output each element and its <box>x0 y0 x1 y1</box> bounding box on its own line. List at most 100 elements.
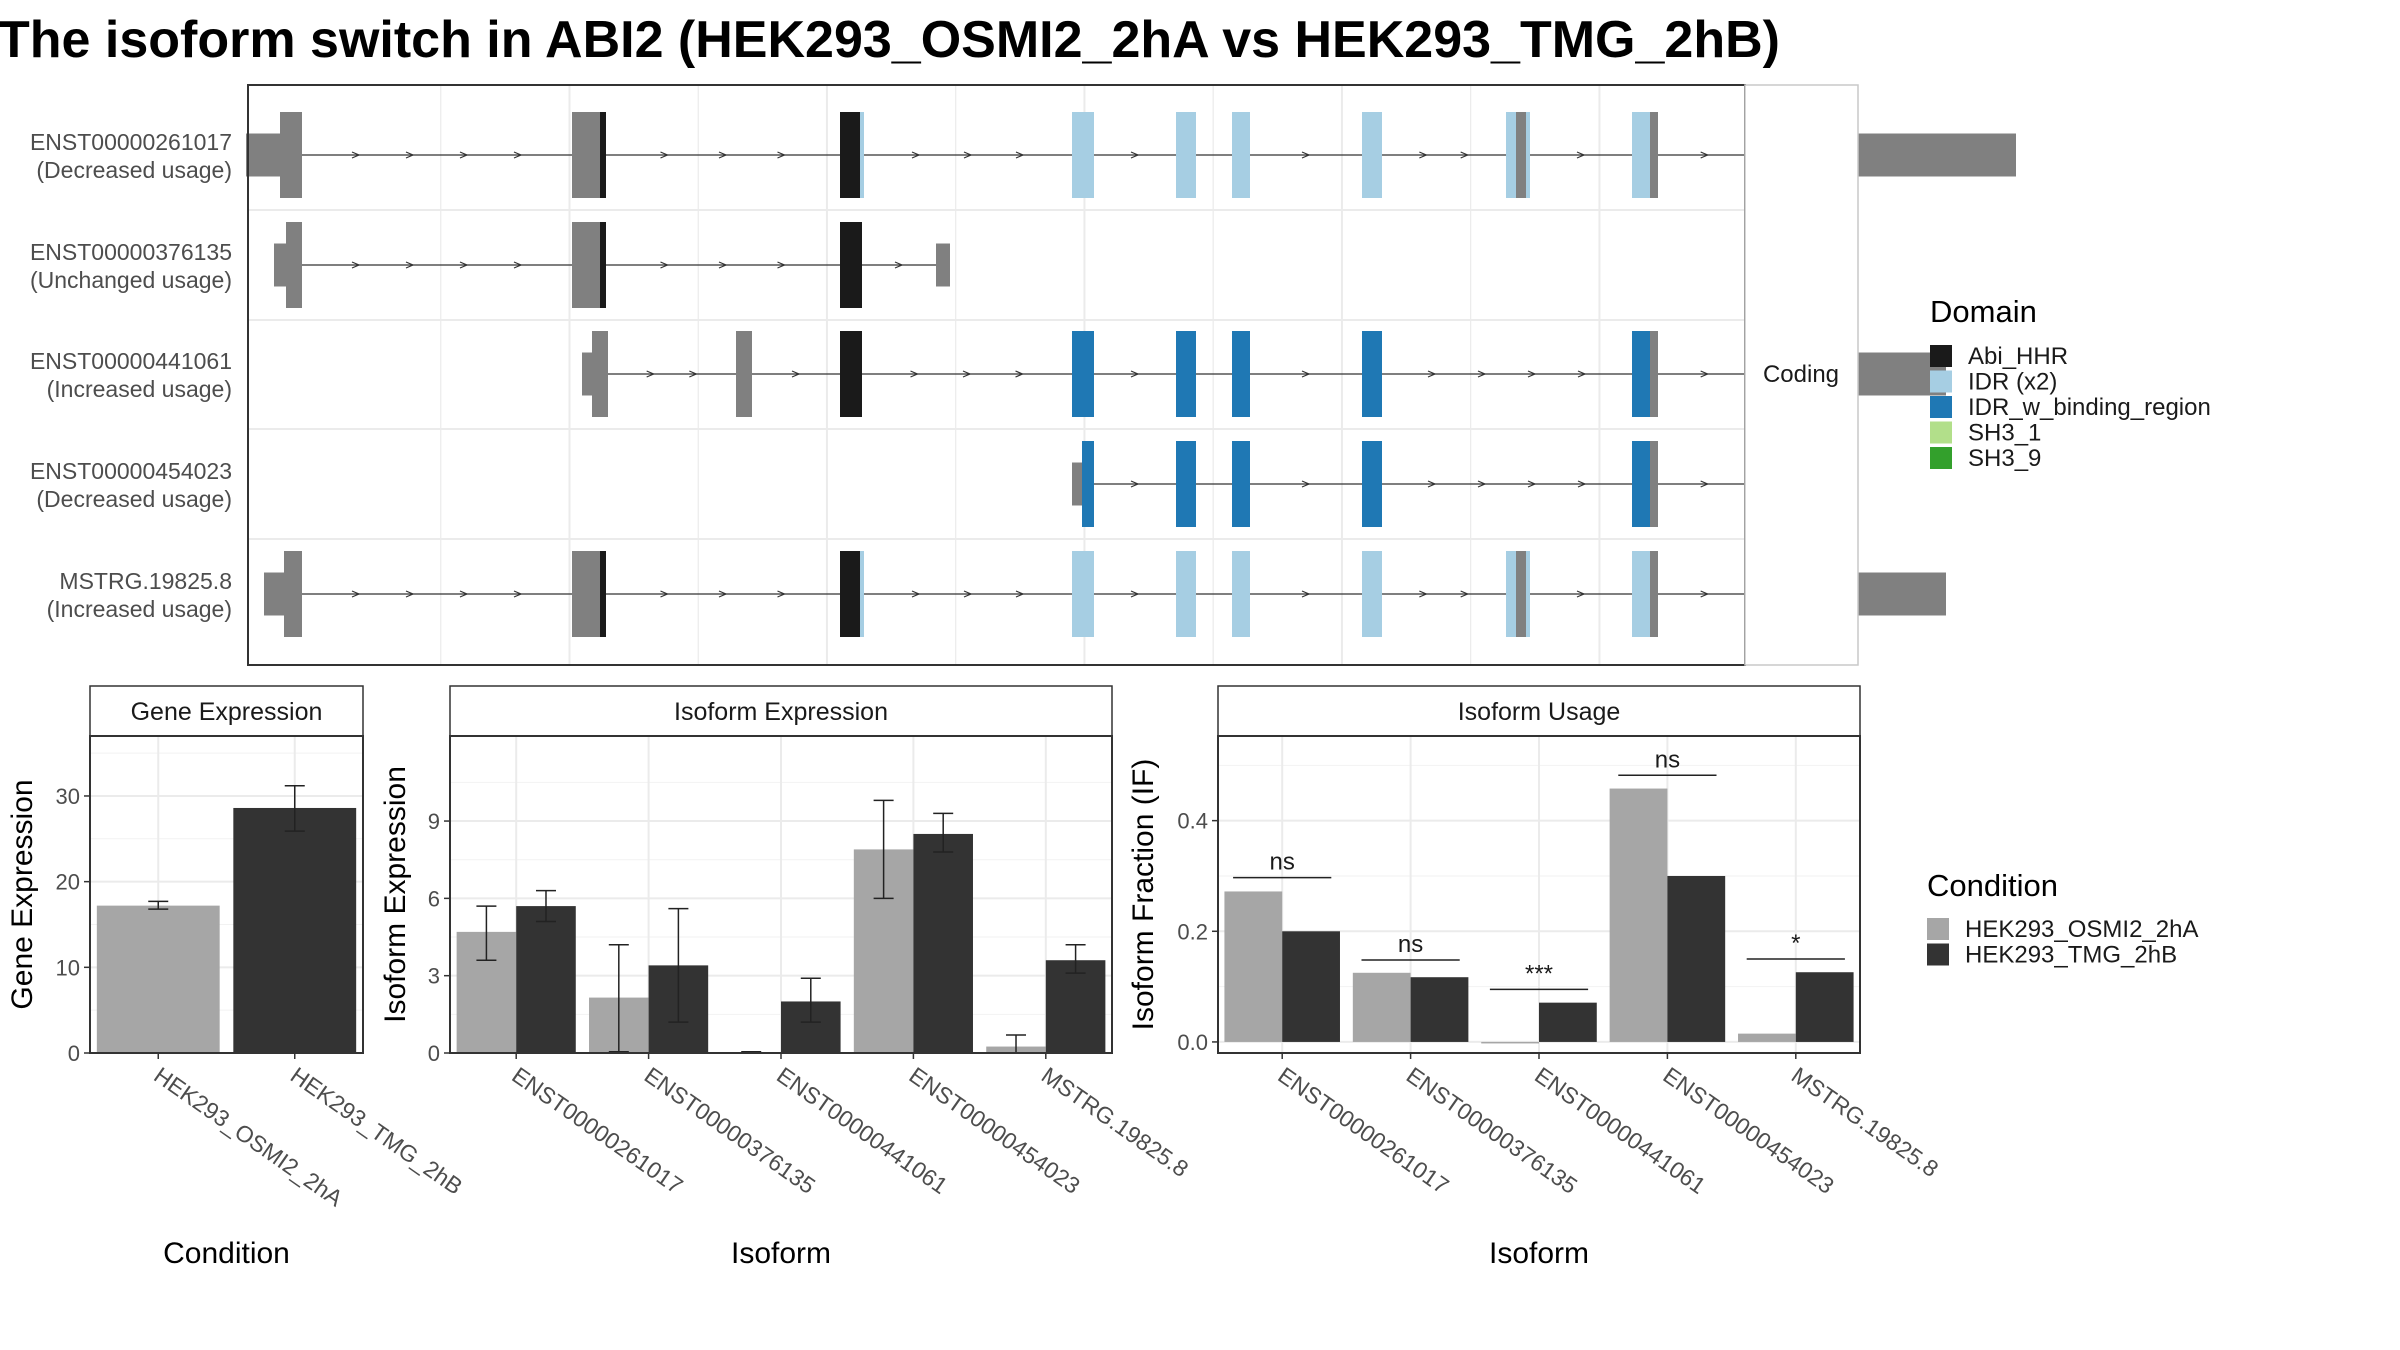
bar <box>1539 1002 1597 1042</box>
domain-exon <box>1362 441 1382 527</box>
domain-exon <box>1082 441 1094 527</box>
isoform-expression-panel: Isoform Expression0369ENST00000261017ENS… <box>379 685 1193 1270</box>
domain-exon <box>1232 331 1250 417</box>
intron-direction-arrow <box>1130 590 1140 598</box>
transcript-structure-panel: ENST00000261017 (Decreased usage) ENST0000… <box>30 84 2016 666</box>
intron-direction-arrow <box>405 151 415 159</box>
panel-strip <box>1217 685 1861 737</box>
bar <box>516 906 576 1053</box>
utr-exon <box>582 352 592 396</box>
condition-legend-label: HEK293_OSMI2_2hA <box>1965 916 2198 943</box>
bar <box>1224 891 1283 1042</box>
intron-direction-arrow <box>718 151 728 159</box>
significance-label: * <box>1791 930 1800 957</box>
bar <box>1481 1041 1539 1044</box>
domain-legend-label: IDR_w_binding_region <box>1968 394 2211 421</box>
intron-direction-arrow <box>894 261 904 269</box>
coding-exon <box>1650 551 1658 637</box>
transcript-usage-label: (Decreased usage) <box>36 486 232 512</box>
coding-exon <box>572 551 600 637</box>
bar <box>1738 1033 1796 1042</box>
domain-exon <box>1072 112 1094 198</box>
intron-direction-arrow <box>459 590 469 598</box>
intron-direction-arrow <box>513 590 523 598</box>
y-tick-label: 0.0 <box>1177 1030 1208 1055</box>
domain-legend-swatch <box>1930 447 1952 469</box>
intron-direction-arrow <box>1015 370 1025 378</box>
domain-exon <box>1362 331 1382 417</box>
domain-exon <box>1232 441 1250 527</box>
intron-direction-arrow <box>351 590 361 598</box>
intron-direction-arrow <box>1130 480 1140 488</box>
intron-direction-arrow <box>351 261 361 269</box>
domain-exon <box>1176 551 1196 637</box>
domain-legend-title: Domain <box>1930 294 2037 329</box>
intron-direction-arrow <box>660 590 670 598</box>
domain-exon <box>1526 551 1530 637</box>
transcript-usage-label: (Increased usage) <box>47 376 232 402</box>
domain-exon <box>860 112 864 198</box>
intron-direction-arrow <box>1477 480 1487 488</box>
intron-direction-arrow <box>1419 590 1428 598</box>
domain-exon <box>860 551 864 637</box>
bar <box>1667 875 1726 1042</box>
transcript-id-label: ENST00000261017 <box>30 129 232 155</box>
domain-exon <box>1362 112 1382 198</box>
domain-legend-swatch <box>1930 370 1952 393</box>
coding-exon <box>592 331 608 417</box>
intron-direction-arrow <box>962 370 972 378</box>
y-tick-label: 3 <box>428 964 440 989</box>
intron-direction-arrow <box>1576 590 1586 598</box>
domain-exon <box>1362 551 1382 637</box>
domain-exon <box>1506 551 1516 637</box>
domain-legend-label: SH3_9 <box>1968 445 2041 472</box>
intron-direction-arrow <box>660 151 670 159</box>
domain-exon <box>600 222 606 308</box>
domain-exon <box>1632 112 1650 198</box>
intron-direction-arrow <box>513 261 523 269</box>
structure-plot-background <box>248 85 1745 665</box>
intron-direction-arrow <box>777 151 787 159</box>
domain-exon <box>840 222 862 308</box>
intron-direction-arrow <box>1477 370 1487 378</box>
coding-exon <box>572 222 600 308</box>
transcript-id-label: ENST00000376135 <box>30 239 232 265</box>
bar <box>1045 960 1106 1053</box>
intron-direction-arrow <box>1419 151 1428 159</box>
intron-direction-arrow <box>791 370 801 378</box>
y-tick-label: 9 <box>428 809 440 834</box>
domain-legend-label: SH3_1 <box>1968 420 2041 447</box>
utr-exon <box>274 243 286 287</box>
intron-direction-arrow <box>1460 590 1470 598</box>
utr-exon <box>936 243 950 287</box>
domain-legend-label: Abi_HHR <box>1968 343 2068 370</box>
utr-exon <box>264 572 284 616</box>
intron-direction-arrow <box>513 151 523 159</box>
y-tick-label: 6 <box>428 886 440 911</box>
domain-exon <box>1632 551 1650 637</box>
facet-strip-label: Coding <box>1763 361 1839 388</box>
intron-direction-arrow <box>963 590 973 598</box>
bar <box>96 905 220 1053</box>
bar <box>233 807 357 1053</box>
panel-strip <box>89 685 364 737</box>
coding-exon <box>736 331 752 417</box>
x-axis-title: Isoform <box>731 1237 831 1270</box>
bar <box>1609 788 1668 1042</box>
coding-exon <box>286 222 302 308</box>
coding-exon <box>1516 112 1526 198</box>
domain-legend-swatch <box>1930 345 1952 367</box>
domain-exon <box>1632 331 1650 417</box>
coding-exon <box>1650 112 1658 198</box>
significance-label: *** <box>1525 960 1553 987</box>
coding-exon <box>280 112 302 198</box>
intron-direction-arrow <box>1700 370 1710 378</box>
figure-title: The isoform switch in ABI2 (HEK293_OSMI2… <box>0 11 1780 69</box>
bar <box>1352 972 1411 1042</box>
intron-direction-arrow <box>405 590 415 598</box>
x-axis-title: Condition <box>163 1237 290 1270</box>
intron-direction-arrow <box>1015 590 1025 598</box>
panel-strip-label: Isoform Expression <box>674 698 888 726</box>
panel-strip-label: Gene Expression <box>131 698 323 726</box>
